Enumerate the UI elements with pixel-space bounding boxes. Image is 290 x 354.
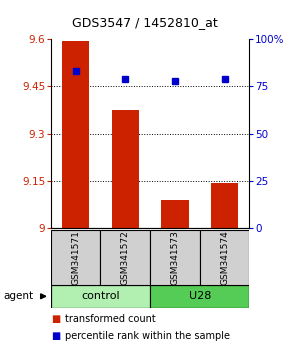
Bar <box>51 230 100 285</box>
Text: GDS3547 / 1452810_at: GDS3547 / 1452810_at <box>72 16 218 29</box>
Bar <box>112 110 139 228</box>
Text: GSM341573: GSM341573 <box>171 230 180 285</box>
Bar <box>150 230 200 285</box>
Bar <box>211 183 238 228</box>
Text: percentile rank within the sample: percentile rank within the sample <box>65 331 230 341</box>
Text: ■: ■ <box>51 314 60 324</box>
Bar <box>161 200 188 228</box>
Text: control: control <box>81 291 120 302</box>
Text: GSM341572: GSM341572 <box>121 230 130 285</box>
Text: transformed count: transformed count <box>65 314 156 324</box>
Bar <box>200 230 249 285</box>
Text: GSM341574: GSM341574 <box>220 230 229 285</box>
Text: ■: ■ <box>51 331 60 341</box>
Bar <box>62 40 89 228</box>
Bar <box>150 285 249 308</box>
Bar <box>51 285 150 308</box>
Bar <box>100 230 150 285</box>
Text: agent: agent <box>3 291 33 301</box>
Text: GSM341571: GSM341571 <box>71 230 80 285</box>
Text: U28: U28 <box>188 291 211 302</box>
